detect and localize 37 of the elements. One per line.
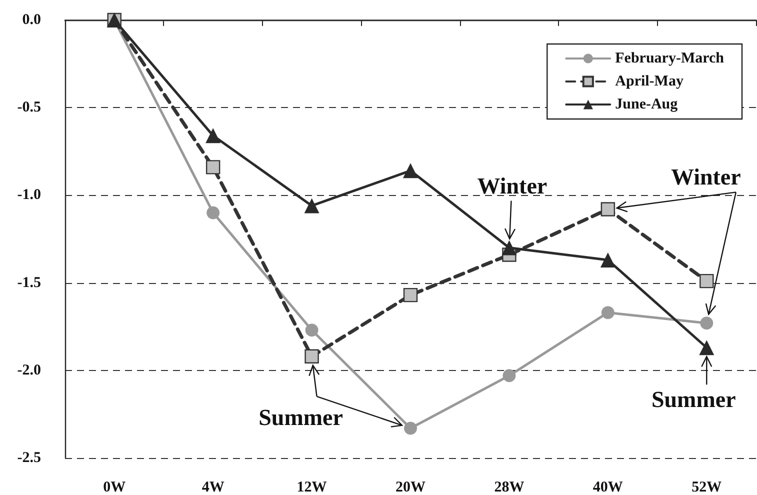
x-tick-label: 28W — [494, 480, 524, 495]
point — [700, 316, 714, 330]
x-tick-label: 20W — [396, 480, 426, 495]
y-tick-label: -1.5 — [17, 274, 41, 291]
point — [403, 288, 418, 302]
point — [601, 306, 614, 320]
y-tick-label: -2.5 — [17, 450, 41, 466]
point — [304, 349, 319, 364]
point — [699, 340, 714, 356]
point — [502, 240, 517, 256]
annotation: Winter — [671, 164, 741, 190]
x-tick-label: 40W — [592, 480, 623, 495]
y-tick-label: -1.0 — [17, 187, 41, 204]
x-tick-label: 0W — [103, 480, 126, 495]
point — [304, 198, 320, 214]
legend-label: February-March — [615, 50, 725, 66]
point — [700, 274, 714, 288]
point — [305, 324, 318, 337]
point — [206, 160, 220, 174]
x-tick-label: 12W — [296, 480, 327, 495]
point — [600, 252, 616, 268]
point — [404, 422, 417, 435]
annotation: Summer — [258, 404, 343, 430]
legend-label: April-May — [615, 74, 684, 90]
annotation: Summer — [651, 387, 736, 412]
y-tick-label: -0.5 — [17, 100, 41, 116]
point — [502, 369, 516, 382]
point — [206, 128, 221, 144]
point — [206, 206, 220, 220]
legend-label: June-Aug — [615, 96, 678, 112]
y-tick-label: 0.0 — [22, 12, 41, 28]
point — [403, 163, 418, 178]
y-tick-label: -2.0 — [17, 362, 41, 378]
annotation: Winter — [477, 173, 548, 198]
point — [600, 202, 616, 216]
x-tick-label: 52W — [692, 480, 722, 495]
x-tick-label: 4W — [202, 480, 224, 495]
